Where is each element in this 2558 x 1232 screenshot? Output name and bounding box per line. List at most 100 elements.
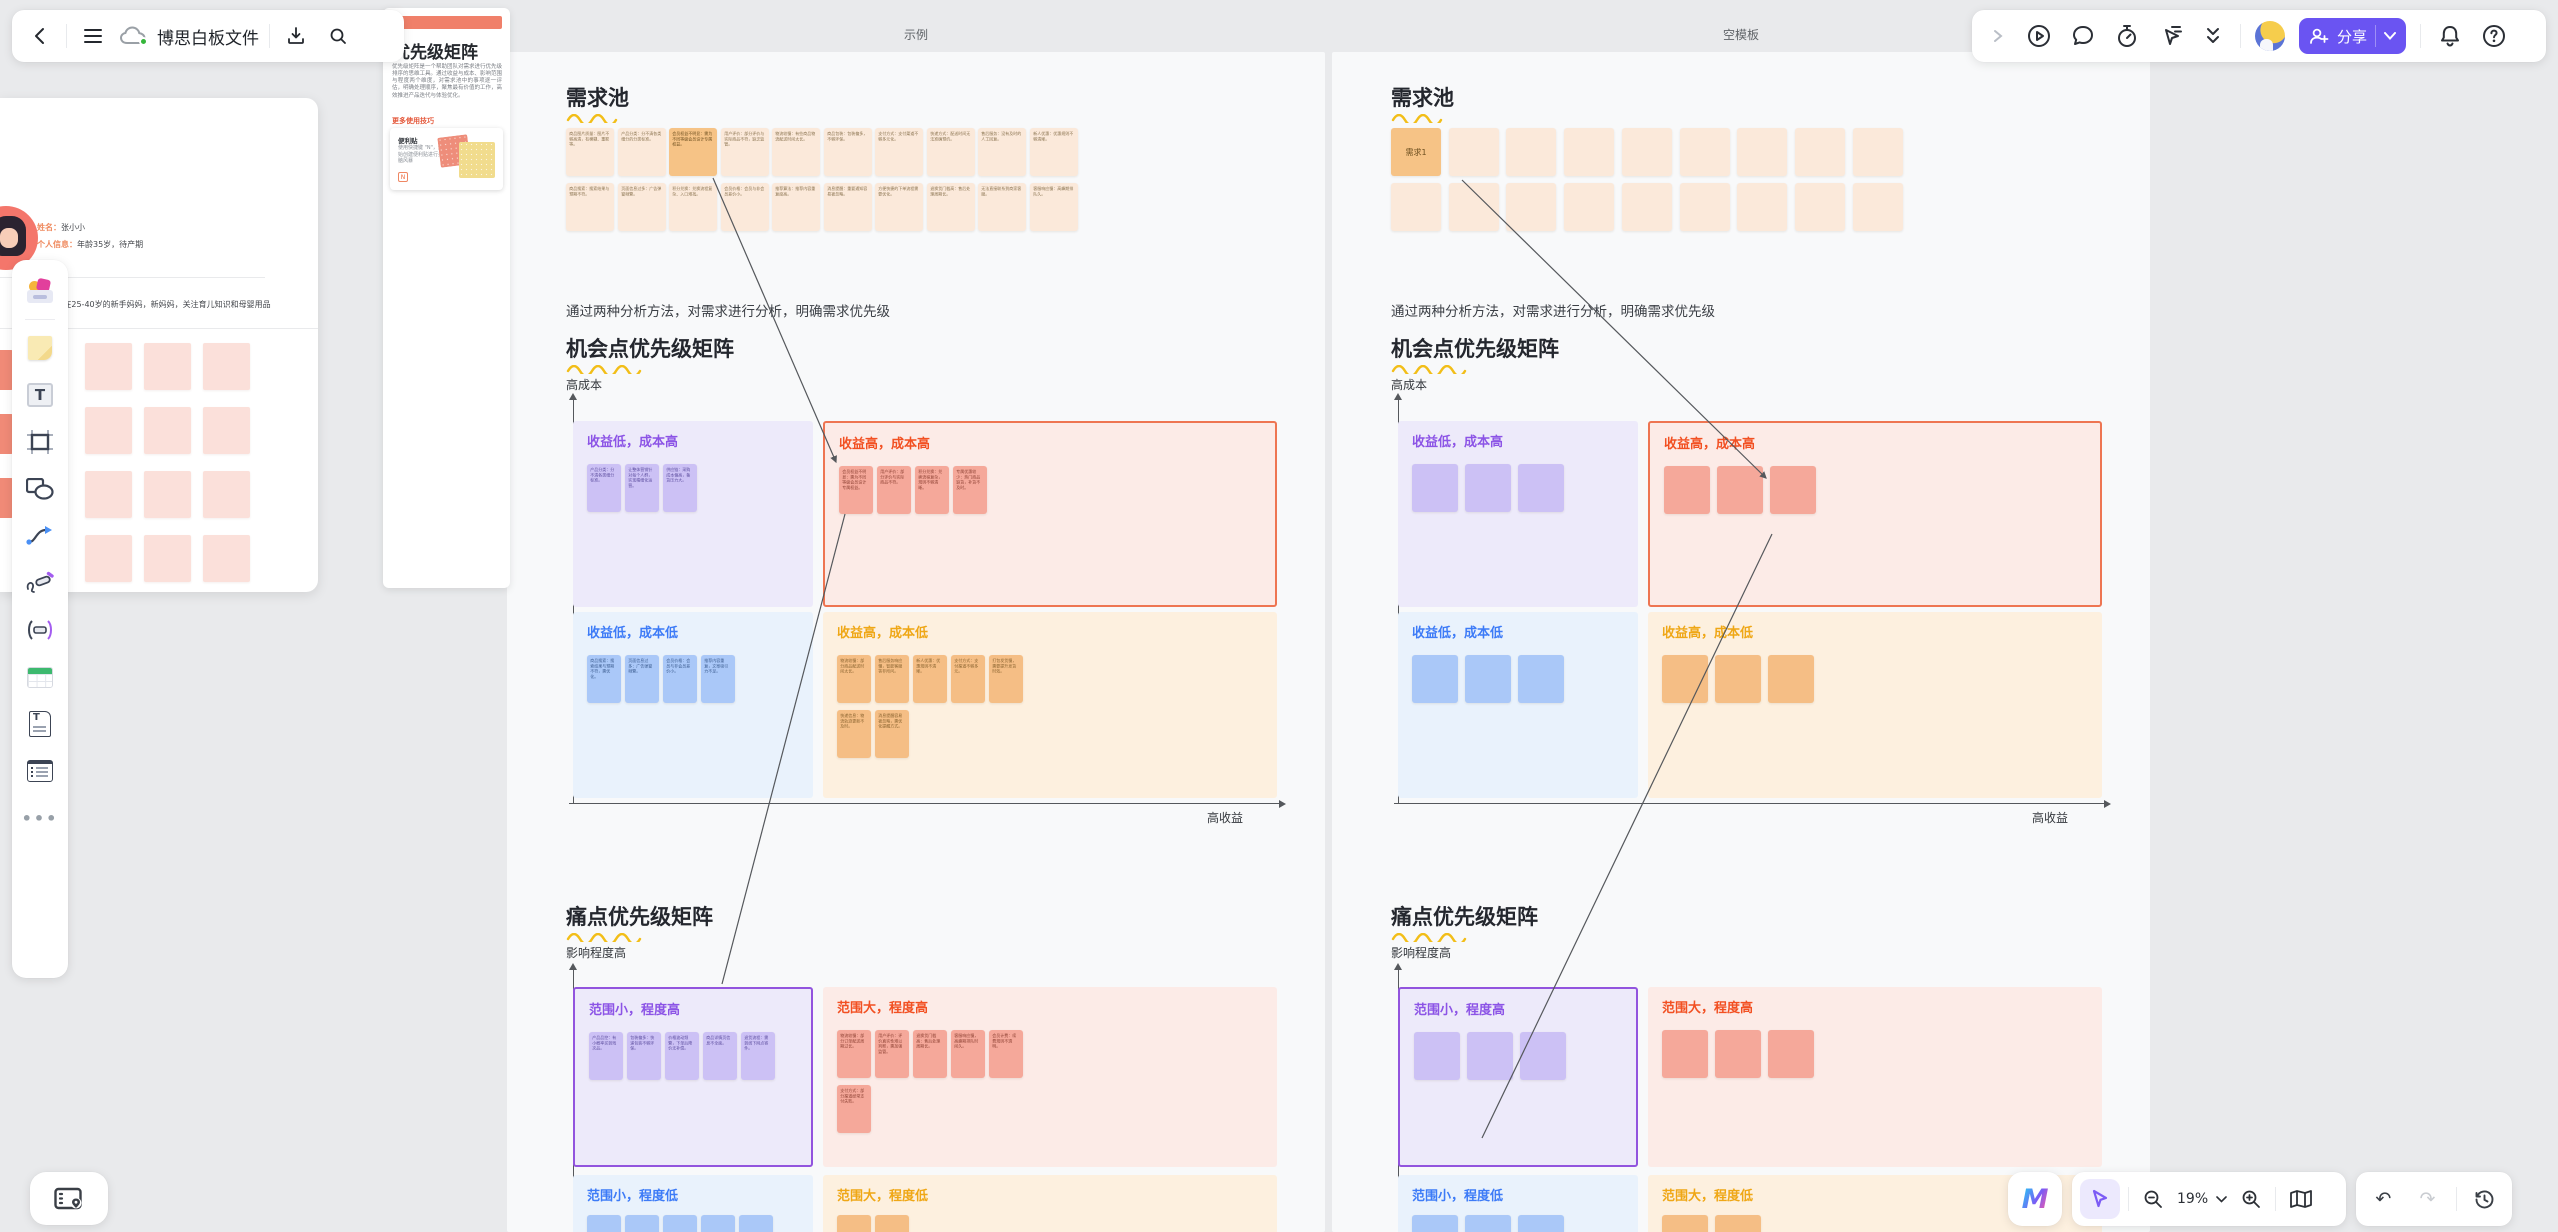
version-history-button[interactable] <box>2469 1183 2501 1215</box>
share-button[interactable]: 分享 <box>2299 18 2407 54</box>
sticky-note[interactable] <box>1506 183 1557 231</box>
file-title[interactable]: 博思白板文件 <box>157 28 259 49</box>
document-tool[interactable]: T <box>21 705 59 743</box>
sticky-note[interactable]: 打包发货慢，需要提升发货时效。 <box>989 655 1023 703</box>
matrix-quadrant[interactable]: 范围小，程度高 <box>1398 987 1638 1167</box>
sticky-note[interactable]: 消息提醒：重要通知容易被忽略。 <box>823 183 872 231</box>
matrix-quadrant[interactable]: 收益高，成本高 会员权益不明显：需为不同等级会员设计专属权益。 用户评价：部分评价与… <box>823 421 1277 607</box>
sticky-note[interactable] <box>1679 183 1730 231</box>
notifications-button[interactable] <box>2435 21 2465 51</box>
outline-list-tool[interactable] <box>21 752 59 790</box>
sticky-note[interactable] <box>1715 1215 1761 1232</box>
sticky-note[interactable] <box>1412 1215 1458 1232</box>
sticky-note[interactable] <box>1518 464 1564 512</box>
text-tool[interactable]: T <box>21 376 59 414</box>
canvas-section-title[interactable]: 机会点优先级矩阵 <box>1391 337 1559 361</box>
present-button[interactable] <box>2024 21 2054 51</box>
sticky-note[interactable]: 新人优惠：优惠规则不清晰。 <box>913 655 947 703</box>
templates-tool[interactable] <box>21 272 59 310</box>
connector-tool[interactable] <box>21 517 59 555</box>
sticky-note[interactable] <box>1412 464 1458 512</box>
sticky-note[interactable] <box>1465 655 1511 703</box>
sticky-note[interactable]: 会员价格：会员与非会员差价小。 <box>663 655 697 703</box>
frames-panel-button[interactable] <box>30 1172 108 1225</box>
sticky-note[interactable]: 让整体营销针对每个人群，实现精细化运营。 <box>625 464 659 512</box>
sticky-note[interactable] <box>1448 128 1499 176</box>
axis-x-label[interactable]: 高收益 <box>1207 811 1244 825</box>
sticky-note[interactable] <box>1518 1215 1564 1232</box>
sticky-note[interactable]: 产品分类：分不清各类细分的分类标准。 <box>617 128 666 176</box>
sticky-note[interactable]: 商品搜索：搜索结果与预期不符。 <box>566 183 614 231</box>
sticky-note[interactable]: 消息提醒容易被忽略，需优化提醒方式。 <box>875 710 909 758</box>
sticky-note[interactable]: 支付方式：部分渠道经常支付失败。 <box>837 1085 871 1133</box>
sticky-note[interactable]: 积分兑换：兑换流程复杂，规则不够清晰。 <box>915 466 949 514</box>
sticky-note[interactable]: 包装偏多：快递包装不够环保。 <box>627 1032 661 1080</box>
sticky-note[interactable] <box>1662 1030 1708 1078</box>
matrix-quadrant[interactable]: 收益高，成本低 物流较慢：部分商品配送时间太长。 售后服务响应慢，智能客服答非所问。… <box>823 612 1277 798</box>
sticky-note[interactable] <box>1621 183 1672 231</box>
sticky-note[interactable] <box>663 1215 697 1232</box>
sticky-note[interactable]: 产品分类：分不清各类细分标准。 <box>587 464 621 512</box>
sticky-note[interactable] <box>1391 183 1441 231</box>
axis-x-label[interactable]: 高收益 <box>2032 811 2069 825</box>
artboard-label-example[interactable]: 示例 <box>903 28 928 42</box>
shapes-tool[interactable] <box>21 470 59 508</box>
sticky-note[interactable] <box>1794 183 1845 231</box>
artboard-example[interactable]: 需求池 商品图片质量：图片不够高清，有模糊、重影等。 产品分类：分不清各类细分的分类… <box>507 52 1325 1232</box>
sticky-note[interactable] <box>1520 1032 1566 1080</box>
collapse-toolbar-button[interactable] <box>1986 24 2010 48</box>
sticky-note[interactable]: 快递方式：配送时间无法准确预约。 <box>926 128 975 176</box>
sticky-note[interactable]: 页面信息过多：广告弹窗频繁。 <box>625 655 659 703</box>
sticky-note[interactable] <box>1564 183 1615 231</box>
sticky-note[interactable] <box>1662 1215 1708 1232</box>
axis-y-label[interactable]: 高成本 <box>1391 378 1428 392</box>
share-dropdown-chevron-icon[interactable] <box>2384 32 2397 40</box>
sticky-note[interactable] <box>1412 655 1458 703</box>
main-menu-button[interactable] <box>77 20 109 52</box>
matrix-quadrant[interactable]: 范围小，程度低 <box>1398 1175 1638 1232</box>
redo-button[interactable]: ↷ <box>2412 1183 2444 1215</box>
more-tools[interactable]: ••• <box>21 799 59 837</box>
sticky-note[interactable]: 支付方式：支付渠道不够多元化。 <box>875 128 923 176</box>
matrix-quadrant[interactable]: 收益低，成本高 产品分类：分不清各类细分标准。 让整体营销针对每个人群，实现精细化运… <box>573 421 813 607</box>
search-button[interactable] <box>322 20 354 52</box>
pool-instruction-text[interactable]: 通过两种分析方法，对需求进行分析，明确需求优先级 <box>1391 304 1715 320</box>
back-button[interactable] <box>24 20 56 52</box>
axis-y-label[interactable]: 影响程度高 <box>566 946 627 960</box>
matrix-quadrant[interactable]: 收益高，成本低 <box>1648 612 2102 798</box>
sticky-note[interactable]: 快递信息：物流轨迹更新不及时。 <box>837 710 871 758</box>
matrix-quadrant[interactable]: 范围大，程度高 <box>1648 987 2102 1167</box>
sticky-note[interactable] <box>1717 466 1763 514</box>
sticky-note[interactable]: 会员计费：续费规则不透明。 <box>989 1030 1023 1078</box>
help-button[interactable] <box>2479 21 2509 51</box>
sticky-note[interactable] <box>1414 1032 1460 1080</box>
sticky-note[interactable]: 积分兑换：兑换流程复杂、入口难找。 <box>669 183 717 231</box>
matrix-quadrant[interactable]: 收益高，成本高 <box>1648 421 2102 607</box>
artboard-label-empty-template[interactable]: 空模板 <box>1722 28 1759 42</box>
pen-tool[interactable] <box>21 564 59 602</box>
sticky-note[interactable] <box>1737 183 1788 231</box>
artboard-empty-template[interactable]: 需求池 需求1 通过两种分析方法，对需求进行分析，明确需求优先级 机会点优先级矩阵 高成… <box>1332 52 2150 1232</box>
sticky-note[interactable]: 退换货门槛高：售后处理周期长。 <box>926 183 975 231</box>
sticky-note[interactable] <box>1564 128 1615 176</box>
sticky-note[interactable]: 新人优惠：优惠规则不够清晰。 <box>1029 128 1078 176</box>
sticky-note[interactable]: 用户评价：部分评价与实际商品不符。 <box>877 466 911 514</box>
sticky-note[interactable]: 专属优惠较少：热门商品缺货，补货不及时。 <box>953 466 987 514</box>
user-avatar[interactable] <box>2255 21 2285 51</box>
sticky-note[interactable]: 商品包装：包装偏多，不够环保。 <box>823 128 872 176</box>
zoom-dropdown-chevron-icon[interactable] <box>2216 1195 2227 1203</box>
template-tip-card[interactable]: 便利贴 使用快捷键 "N"，开始创建便利贴进行头脑风暴 N <box>390 128 503 190</box>
frame-tool[interactable] <box>21 423 59 461</box>
sticky-note[interactable] <box>1715 655 1761 703</box>
sticky-note[interactable]: 无法直接联系到商家客服。 <box>978 183 1026 231</box>
sticky-note[interactable] <box>1679 128 1730 176</box>
sticky-note[interactable] <box>1852 183 1903 231</box>
sticky-note[interactable]: 用户评价：评价真实性难以判断，需加强监管。 <box>875 1030 909 1078</box>
matrix-quadrant[interactable]: 范围小，程度低 <box>573 1175 813 1232</box>
zoom-in-button[interactable] <box>2235 1183 2267 1215</box>
sticky-note[interactable]: 产品品控：有小概率买到残次品。 <box>589 1032 623 1080</box>
sticky-note[interactable]: 会员价格：会员与非会员差价小。 <box>720 183 769 231</box>
sticky-note[interactable]: 页面信息过多：广告弹窗频繁。 <box>617 183 666 231</box>
sticky-note[interactable]: 商品搜索：搜索结果与预期不符，需优化。 <box>587 655 621 703</box>
sticky-note[interactable] <box>875 1215 909 1232</box>
